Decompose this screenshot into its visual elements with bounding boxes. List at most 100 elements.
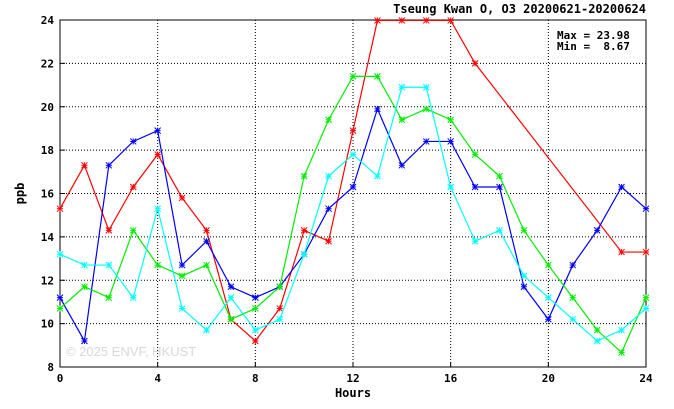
data-point [129, 138, 137, 145]
data-point [154, 205, 162, 213]
data-point [471, 237, 479, 245]
series-2 [56, 73, 650, 356]
data-point [520, 227, 528, 234]
grid [60, 20, 646, 367]
y-tick-label: 10 [41, 318, 54, 331]
data-point [618, 248, 625, 256]
data-point [349, 183, 357, 191]
data-point [447, 116, 455, 124]
data-point [105, 294, 113, 301]
data-point [374, 172, 381, 180]
data-point [642, 205, 650, 213]
data-point [276, 315, 284, 323]
data-point [544, 315, 552, 323]
data-point [178, 261, 186, 269]
data-point [374, 17, 381, 24]
data-point [544, 261, 552, 269]
y-tick-label: 12 [41, 274, 54, 287]
data-point [154, 261, 162, 269]
data-point [374, 73, 381, 80]
data-point [398, 83, 406, 91]
data-point [471, 183, 479, 191]
data-point [471, 60, 479, 67]
max-label: Max = 23.98 [557, 29, 630, 42]
chart-title: Tseung Kwan O, O3 20200621-20200624 [393, 2, 646, 16]
data-point [349, 151, 357, 158]
data-point [398, 116, 406, 124]
y-tick-label: 22 [41, 57, 54, 70]
data-point [593, 337, 601, 345]
data-point [178, 305, 186, 312]
data-point [398, 17, 406, 24]
x-tick-label: 24 [639, 372, 653, 385]
x-tick-label: 20 [542, 372, 555, 385]
data-point [618, 349, 625, 356]
data-point [129, 183, 137, 191]
data-point [81, 261, 88, 269]
data-point [642, 294, 650, 301]
y-tick-label: 18 [41, 144, 54, 157]
data-point [105, 261, 113, 269]
data-point [349, 127, 357, 134]
data-point [203, 237, 210, 245]
data-point [203, 326, 210, 334]
data-point [129, 294, 137, 301]
x-tick-label: 8 [252, 372, 259, 385]
data-point [496, 172, 503, 180]
data-point [544, 294, 552, 301]
series-layer [56, 17, 650, 356]
y-tick-label: 14 [41, 231, 55, 244]
data-point [81, 283, 88, 291]
y-tick-label: 8 [47, 361, 54, 374]
y-tick-label: 16 [41, 188, 55, 201]
data-point [56, 205, 64, 213]
data-point [154, 127, 162, 134]
data-point [251, 294, 259, 301]
data-point [349, 73, 357, 80]
data-point [129, 227, 137, 234]
y-axis-label: ppb [13, 183, 27, 205]
data-point [203, 227, 210, 234]
data-point [496, 227, 503, 234]
data-point [56, 305, 64, 312]
data-point [398, 161, 406, 169]
data-point [422, 105, 430, 113]
data-point [154, 151, 162, 158]
min-label: Min = 8.67 [557, 40, 630, 53]
data-point [325, 237, 332, 245]
data-point [422, 17, 430, 24]
data-point [569, 294, 577, 301]
x-tick-label: 4 [154, 372, 161, 385]
data-point [276, 283, 284, 291]
data-point [178, 194, 186, 202]
data-point [618, 183, 625, 191]
x-tick-label: 16 [444, 372, 458, 385]
data-point [618, 326, 625, 334]
series-line [59, 19, 646, 342]
series-0 [56, 17, 650, 345]
data-point [227, 315, 235, 323]
data-point [325, 205, 332, 213]
data-point [300, 227, 308, 234]
data-point [227, 294, 235, 301]
data-point [593, 227, 601, 234]
data-point [447, 138, 455, 145]
data-point [642, 305, 650, 312]
x-axis-label: Hours [335, 386, 371, 400]
data-point [422, 83, 430, 91]
data-point [593, 326, 601, 334]
data-point [56, 294, 64, 301]
series-3 [56, 83, 650, 345]
watermark: © 2025 ENVF, HKUST [66, 344, 196, 359]
data-point [496, 183, 503, 191]
data-point [520, 283, 528, 291]
data-point [276, 305, 284, 312]
x-tick-label: 0 [57, 372, 64, 385]
data-point [56, 250, 64, 258]
data-point [447, 17, 455, 24]
data-point [251, 326, 259, 334]
data-point [642, 248, 650, 256]
y-tick-label: 20 [41, 101, 54, 114]
